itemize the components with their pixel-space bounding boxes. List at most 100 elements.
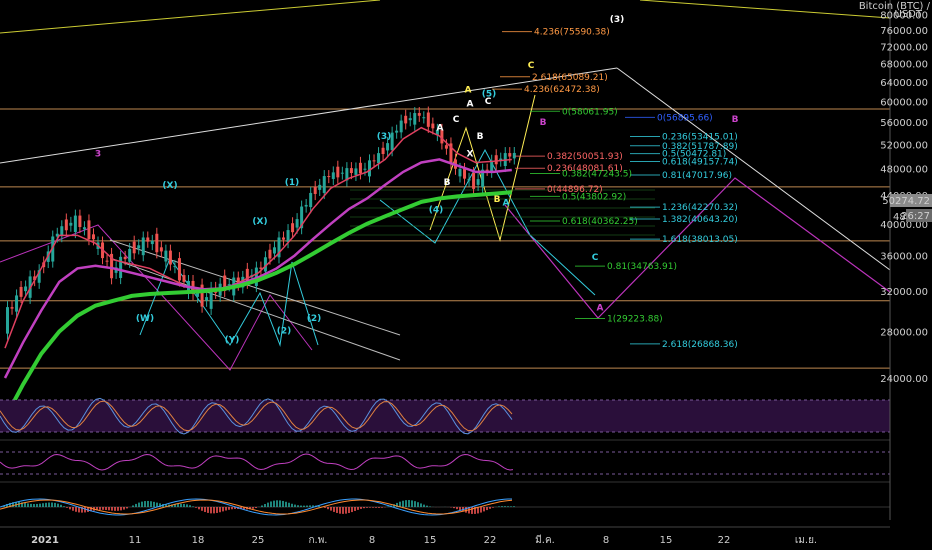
macd-histogram-bar (369, 507, 371, 508)
macd-histogram-bar (120, 507, 122, 511)
macd-histogram-bar (339, 507, 341, 514)
macd-histogram-bar (504, 506, 506, 507)
projected-wave-3-path (616, 67, 891, 271)
macd-histogram-bar (327, 507, 329, 510)
candle-body (300, 206, 304, 229)
macd-histogram-bar (288, 502, 290, 507)
candle-body (55, 233, 59, 237)
candle-body (6, 307, 9, 334)
macd-histogram-bar (222, 507, 224, 512)
macd-histogram-bar (33, 504, 35, 507)
candle-body (476, 179, 480, 185)
macd-histogram-bar (411, 500, 413, 507)
fib-level-label: 0.236(48081.61) (547, 164, 623, 174)
fib-level-label: 1.618(38013.05) (662, 235, 738, 245)
macd-histogram-bar (426, 505, 428, 507)
last-price-tag (890, 194, 932, 207)
macd-histogram-bar (108, 507, 110, 511)
macd-histogram-bar (240, 507, 242, 510)
candle-body (386, 143, 390, 151)
candle-body (381, 147, 385, 155)
wave-label: A (437, 123, 444, 133)
candle-body (159, 247, 163, 252)
macd-histogram-bar (174, 504, 176, 507)
fib-level-label: 0(56895.66) (657, 113, 713, 123)
y-axis-tick-label: 72000.00 (880, 42, 928, 53)
x-axis-tick-label: 8 (369, 535, 375, 546)
candle-body (363, 168, 367, 170)
candle-body (372, 160, 376, 162)
macd-histogram-bar (24, 502, 26, 507)
macd-histogram-bar (324, 507, 326, 508)
macd-histogram-bar (348, 507, 350, 514)
wave-label: B (540, 118, 547, 128)
macd-histogram-bar (270, 501, 272, 507)
macd-histogram-bar (132, 505, 134, 507)
macd-signal-line (0, 499, 513, 515)
macd-histogram-bar (354, 507, 356, 511)
ema_fast-line (4, 126, 512, 349)
macd-histogram-bar (486, 507, 488, 511)
candle-body (463, 168, 467, 179)
macd-histogram-bar (252, 507, 254, 509)
macd-histogram-bar (117, 507, 119, 511)
macd-histogram-bar (123, 507, 125, 510)
macd-histogram-bar (102, 507, 104, 510)
candle-body (60, 226, 64, 237)
candle-body (146, 237, 150, 242)
macd-histogram-bar (90, 507, 92, 512)
candle-body (368, 160, 371, 177)
candle-body (336, 166, 340, 178)
macd-histogram-bar (396, 502, 398, 507)
candle-body (499, 158, 503, 161)
candle-body (110, 253, 114, 279)
x-axis-tick-label: 11 (129, 535, 142, 546)
macd-histogram-bar (198, 507, 200, 510)
wave-label: (2) (307, 314, 322, 324)
macd-histogram-bar (228, 507, 230, 510)
macd-histogram-bar (114, 507, 116, 511)
candle-body (19, 286, 23, 297)
cyan-wave-path-right (379, 148, 596, 296)
candle-body (440, 129, 444, 144)
x-axis-tick-label: ก.พ. (308, 535, 327, 546)
wave-label: A (503, 198, 510, 208)
macd-histogram-bar (285, 501, 287, 507)
macd-histogram-bar (249, 507, 251, 510)
wave-label: (3) (610, 15, 625, 25)
macd-histogram-bar (39, 503, 41, 507)
macd-histogram-bar (177, 503, 179, 507)
macd-histogram-bar (159, 503, 161, 507)
x-axis-tick-label: มี.ค. (535, 534, 555, 546)
wave-label: B (444, 178, 451, 188)
macd-histogram-bar (318, 505, 320, 507)
wave-label: (X) (162, 181, 177, 191)
fib-level-label: 0(44896.72) (547, 185, 603, 195)
candle-body (245, 268, 249, 283)
macd-histogram-bar (261, 505, 263, 507)
wave-label: B (477, 132, 484, 142)
stoch-d-line (0, 400, 513, 432)
macd-histogram-bar (78, 507, 80, 513)
candle-body (263, 257, 267, 272)
macd-histogram-bar (165, 504, 167, 507)
purple-wave-path-left (0, 224, 313, 371)
candle-body (413, 113, 417, 125)
macd-histogram-bar (492, 507, 494, 508)
candle-body (177, 258, 181, 281)
macd-histogram-bar (63, 506, 65, 507)
candle-body (10, 307, 14, 309)
macd-histogram-bar (465, 507, 467, 513)
macd-histogram-bar (306, 505, 308, 507)
macd-histogram-bar (210, 507, 212, 514)
x-axis-tick-label: 22 (718, 535, 731, 546)
y-axis-tick-label: 48000.00 (880, 165, 928, 176)
candle-body (259, 267, 263, 269)
macd-line (0, 498, 512, 516)
macd-histogram-bar (84, 507, 86, 513)
macd-histogram-bar (72, 507, 74, 511)
macd-histogram-bar (54, 502, 56, 507)
wave-label: (2) (277, 327, 292, 337)
macd-histogram-bar (204, 507, 206, 513)
